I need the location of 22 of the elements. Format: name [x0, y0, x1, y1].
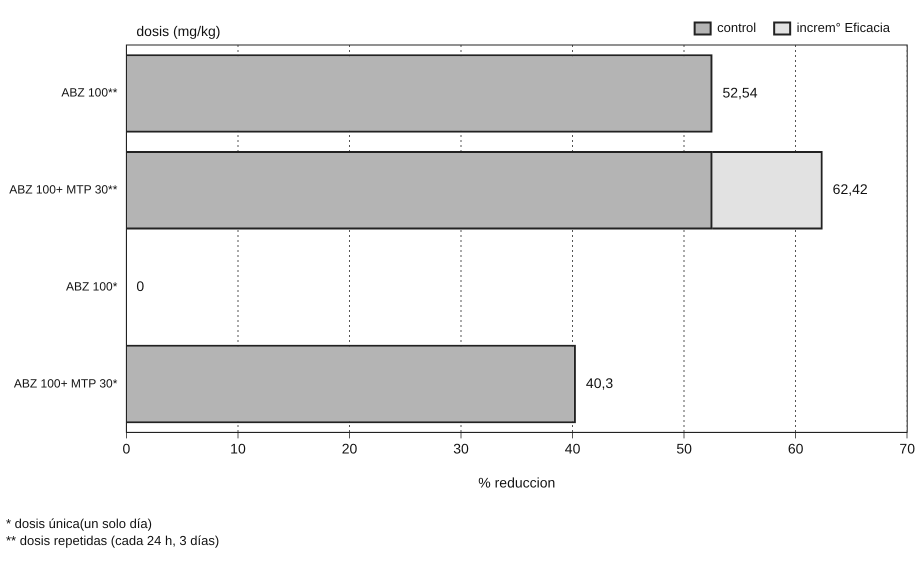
x-tick-label: 30 — [453, 440, 470, 457]
x-tick-label: 70 — [899, 440, 916, 457]
x-tick-label: 20 — [342, 440, 358, 457]
legend-label: control — [717, 20, 756, 36]
total-label: 40,3 — [586, 374, 614, 391]
text: * dosis única(un solo día) — [6, 516, 152, 531]
x-tick-label: 0 — [122, 440, 130, 457]
x-tick-label: 40 — [564, 440, 581, 457]
x-axis-title: % reduccion — [478, 474, 556, 490]
total-label: 52,54 — [722, 84, 758, 100]
y-tick-label: ABZ 100+ MTP 30** — [9, 182, 118, 197]
total-label: 62,42 — [832, 181, 868, 198]
y-axis-title: dosis (mg/kg) — [136, 22, 220, 39]
y-tick-label: ABZ 100** — [61, 86, 118, 100]
text: ** dosis repetidas (cada 24 h, 3 días) — [6, 533, 220, 548]
total-label: 0 — [136, 278, 144, 294]
legend-label: increm° Eficacia — [796, 20, 891, 36]
x-tick-label: 50 — [676, 440, 692, 457]
y-tick-label: ABZ 100+ MTP 30* — [14, 376, 118, 390]
x-tick-label: 10 — [230, 440, 246, 457]
y-tick-label: ABZ 100* — [66, 279, 118, 294]
x-tick-label: 60 — [788, 440, 804, 457]
